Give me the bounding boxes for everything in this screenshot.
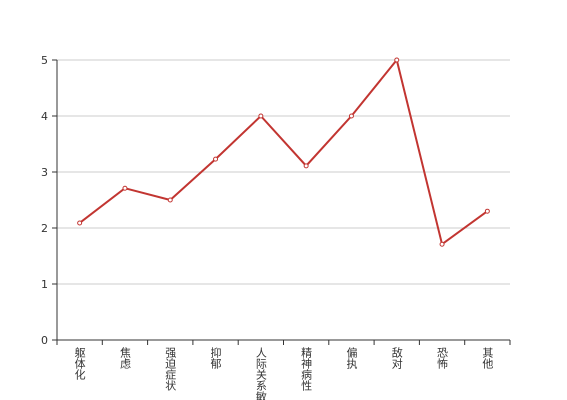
y-tick-label: 3: [41, 166, 48, 179]
y-tick-label: 5: [41, 54, 48, 67]
point: [394, 57, 400, 63]
point: [484, 208, 490, 214]
point: [348, 113, 354, 119]
x-tick-label: 抑郁: [209, 346, 222, 369]
y-tick-label: 1: [41, 278, 48, 291]
x-tick-label: 精神病性: [300, 347, 313, 392]
y-tick-label: 2: [41, 222, 48, 235]
x-tick-label: 敌对: [390, 346, 403, 369]
point: [303, 163, 309, 169]
x-tick-label: 强迫症状: [164, 347, 177, 391]
series-line: [79, 57, 488, 246]
y-tick-label: 0: [41, 334, 48, 347]
point: [213, 156, 219, 162]
y-tick-label: 4: [41, 110, 48, 123]
point: [77, 220, 83, 226]
x-tick-label: 偏执: [345, 346, 358, 370]
point: [122, 185, 128, 191]
point: [439, 241, 445, 247]
point: [258, 113, 264, 119]
x-tick-label: 恐怖: [436, 347, 449, 369]
point: [167, 197, 173, 203]
x-tick-label: 其他: [481, 347, 494, 369]
x-tick-label: 躯体化: [73, 347, 86, 381]
x-tick-label: 人际关系敏感: [254, 347, 267, 400]
x-tick-label: 焦虑: [118, 347, 131, 369]
